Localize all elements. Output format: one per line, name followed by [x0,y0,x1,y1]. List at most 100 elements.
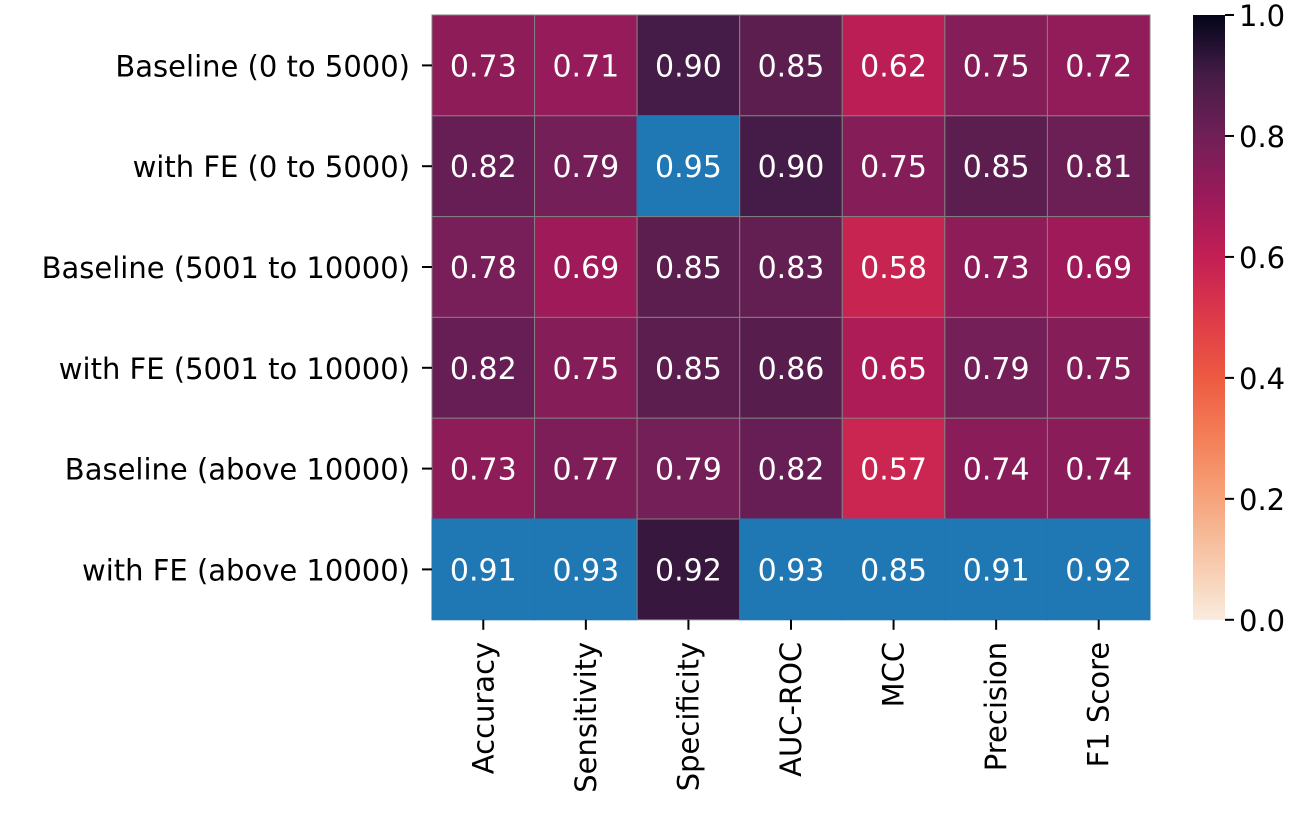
y-tick-label: Baseline (above 10000) [65,453,410,487]
cell-value-label: 0.73 [450,453,517,488]
heatmap-cell [534,518,638,621]
x-tick-label: Precision [979,642,1013,771]
heatmap-cell [431,316,536,419]
y-tick-label: with FE (above 10000) [82,553,410,587]
heatmap-cell [636,115,741,218]
cell-value-label: 0.92 [1065,553,1132,588]
cell-value-label: 0.81 [1065,150,1132,185]
colorbar: 0.0 0.2 0.4 0.6 0.8 1.0 [1193,0,1285,638]
heatmap-cell [739,216,843,318]
y-tick-label: Baseline (0 to 5000) [115,49,410,83]
cell-value-label: 0.75 [1065,352,1132,387]
cell-value-label: 0.65 [860,352,927,387]
cell-value-label: 0.75 [860,150,927,185]
heatmap-cell [944,216,1048,318]
x-tick-label: AUC-ROC [774,642,808,777]
cell-value-label: 0.74 [963,453,1030,488]
cell-value-label: 0.72 [1065,49,1132,84]
cell-value-label: 0.62 [860,49,927,84]
heatmap-cell [636,14,741,117]
x-tick-label: Sensitivity [569,642,603,793]
heatmap-cell [841,115,946,218]
heatmap-cell [1046,316,1151,419]
cell-value-label: 0.57 [860,453,927,488]
cell-value-label: 0.69 [552,251,619,286]
cell-value-label: 0.77 [552,453,619,488]
cell-value-label: 0.58 [860,251,927,286]
cell-value-label: 0.93 [758,553,825,588]
cell-value-label: 0.79 [963,352,1030,387]
y-tick-label: with FE (5001 to 10000) [59,352,410,386]
row-labels: Baseline (0 to 5000) with FE (0 to 5000) B… [42,49,432,587]
colorbar-tick-label: 0.8 [1239,120,1285,154]
heatmap-cell [636,518,741,621]
cell-annotations: 0.73 0.71 0.90 0.85 0.62 0.75 0.72 0.82 0.79 0.95… [450,49,1132,588]
cell-value-label: 0.79 [552,150,619,185]
cell-value-label: 0.75 [552,352,619,387]
colorbar-tick-label: 0.4 [1239,362,1285,396]
cell-value-label: 0.85 [655,352,722,387]
cell-value-label: 0.91 [963,553,1030,588]
colorbar-tick-label: 0.2 [1239,483,1285,517]
x-tick-label: F1 Score [1082,642,1116,768]
heatmap-cells [431,14,1151,621]
heatmap-cell [739,14,843,117]
cell-value-label: 0.73 [450,49,517,84]
cell-value-label: 0.90 [758,150,825,185]
heatmap-cell [431,518,536,621]
heatmap-cell [944,115,1048,218]
heatmap-cell [1046,417,1151,520]
heatmap-cell [841,518,946,621]
heatmap-cell [1046,216,1151,318]
y-tick-label: with FE (0 to 5000) [133,150,410,184]
heatmap-cell [1046,518,1151,621]
colorbar-tick-label: 0.0 [1239,604,1285,638]
cell-value-label: 0.71 [552,49,619,84]
heatmap-cell [636,417,741,520]
cell-value-label: 0.85 [963,150,1030,185]
heatmap-cell [944,14,1048,117]
heatmap-cell [534,216,638,318]
heatmap-cell [841,14,946,117]
cell-value-label: 0.95 [655,150,722,185]
heatmap-cell [431,14,536,117]
y-tick-label: Baseline (5001 to 10000) [42,251,410,285]
heatmap-cell [739,518,843,621]
x-tick-label: MCC [877,642,911,708]
cell-value-label: 0.82 [758,453,825,488]
heatmap-cell [534,316,638,419]
x-tick-label: Accuracy [466,642,500,774]
cell-value-label: 0.82 [450,150,517,185]
heatmap-cell [534,14,638,117]
heatmap-cell [944,316,1048,419]
cell-value-label: 0.92 [655,553,722,588]
colorbar-tick-label: 0.6 [1239,241,1285,275]
heatmap-cell [739,316,843,419]
cell-value-label: 0.82 [450,352,517,387]
cell-value-label: 0.69 [1065,251,1132,286]
cell-value-label: 0.91 [450,553,517,588]
cell-value-label: 0.85 [655,251,722,286]
heatmap-cell [841,216,946,318]
heatmap-cell [431,417,536,520]
cell-value-label: 0.73 [963,251,1030,286]
heatmap-cell [636,216,741,318]
x-tick-label: Specificity [671,642,705,791]
heatmap-cell [1046,115,1151,218]
column-labels: Accuracy Sensitivity Specificity AUC-ROC MCC… [466,619,1116,793]
colorbar-tick-label: 1.0 [1239,0,1285,33]
cell-value-label: 0.78 [450,251,517,286]
heatmap-cell [431,216,536,318]
cell-value-label: 0.85 [860,553,927,588]
colorbar-gradient [1193,15,1225,620]
cell-value-label: 0.90 [655,49,722,84]
cell-value-label: 0.85 [758,49,825,84]
cell-value-label: 0.74 [1065,453,1132,488]
cell-value-label: 0.79 [655,453,722,488]
cell-value-label: 0.86 [758,352,825,387]
heatmap-cell [431,115,536,218]
cell-value-label: 0.75 [963,49,1030,84]
cell-value-label: 0.93 [552,553,619,588]
cell-value-label: 0.83 [758,251,825,286]
